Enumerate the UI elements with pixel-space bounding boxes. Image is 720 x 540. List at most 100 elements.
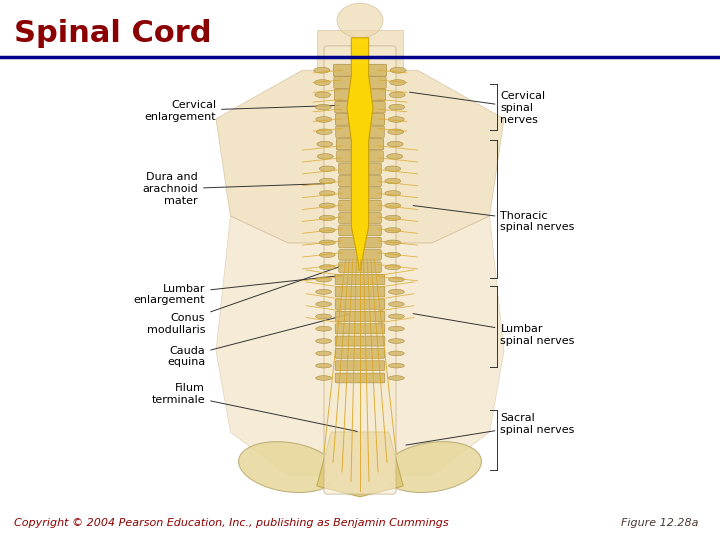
FancyBboxPatch shape bbox=[339, 188, 382, 199]
Text: Dura and
arachnoid
mater: Dura and arachnoid mater bbox=[143, 172, 325, 206]
Ellipse shape bbox=[320, 265, 336, 269]
FancyBboxPatch shape bbox=[334, 89, 386, 100]
Ellipse shape bbox=[389, 314, 405, 319]
FancyBboxPatch shape bbox=[336, 299, 384, 309]
FancyBboxPatch shape bbox=[336, 361, 384, 370]
Ellipse shape bbox=[384, 166, 401, 171]
Ellipse shape bbox=[384, 252, 401, 258]
Text: Spinal Cord: Spinal Cord bbox=[14, 19, 212, 48]
FancyBboxPatch shape bbox=[339, 237, 382, 248]
Text: Filum
terminale: Filum terminale bbox=[152, 383, 357, 431]
Ellipse shape bbox=[315, 289, 331, 294]
FancyBboxPatch shape bbox=[339, 249, 382, 260]
Polygon shape bbox=[216, 216, 504, 475]
FancyBboxPatch shape bbox=[337, 151, 383, 162]
FancyBboxPatch shape bbox=[336, 373, 384, 383]
Ellipse shape bbox=[320, 166, 336, 171]
FancyBboxPatch shape bbox=[336, 274, 384, 285]
Ellipse shape bbox=[315, 326, 331, 331]
FancyBboxPatch shape bbox=[334, 77, 386, 89]
Ellipse shape bbox=[317, 141, 333, 147]
Ellipse shape bbox=[238, 442, 338, 492]
Text: Sacral
spinal nerves: Sacral spinal nerves bbox=[406, 413, 575, 445]
Ellipse shape bbox=[389, 376, 405, 380]
Ellipse shape bbox=[316, 117, 332, 122]
Ellipse shape bbox=[320, 178, 336, 184]
Ellipse shape bbox=[315, 339, 331, 343]
FancyBboxPatch shape bbox=[335, 102, 385, 113]
Ellipse shape bbox=[390, 79, 405, 85]
Ellipse shape bbox=[314, 68, 330, 73]
FancyBboxPatch shape bbox=[339, 262, 382, 273]
FancyBboxPatch shape bbox=[339, 213, 382, 224]
FancyBboxPatch shape bbox=[324, 46, 396, 494]
Ellipse shape bbox=[384, 191, 401, 196]
Polygon shape bbox=[216, 70, 504, 243]
Ellipse shape bbox=[389, 351, 405, 356]
Polygon shape bbox=[347, 38, 373, 270]
Ellipse shape bbox=[384, 178, 401, 184]
Ellipse shape bbox=[387, 154, 402, 159]
Ellipse shape bbox=[315, 79, 330, 85]
Ellipse shape bbox=[387, 141, 403, 147]
Circle shape bbox=[337, 3, 383, 38]
Ellipse shape bbox=[315, 302, 331, 307]
FancyBboxPatch shape bbox=[339, 176, 382, 186]
Text: Figure 12.28a: Figure 12.28a bbox=[621, 518, 698, 528]
Ellipse shape bbox=[384, 215, 401, 220]
Ellipse shape bbox=[320, 228, 336, 233]
Ellipse shape bbox=[320, 252, 336, 258]
FancyBboxPatch shape bbox=[336, 138, 384, 150]
Text: Cauda
equina: Cauda equina bbox=[167, 314, 350, 367]
Ellipse shape bbox=[318, 154, 333, 159]
FancyBboxPatch shape bbox=[333, 64, 387, 76]
FancyBboxPatch shape bbox=[336, 114, 384, 125]
Ellipse shape bbox=[382, 442, 482, 492]
Ellipse shape bbox=[389, 326, 405, 331]
Ellipse shape bbox=[389, 289, 405, 294]
Ellipse shape bbox=[315, 104, 331, 110]
Ellipse shape bbox=[384, 203, 401, 208]
FancyBboxPatch shape bbox=[336, 312, 384, 321]
Ellipse shape bbox=[316, 129, 332, 134]
FancyBboxPatch shape bbox=[336, 348, 384, 359]
FancyBboxPatch shape bbox=[339, 163, 382, 174]
Ellipse shape bbox=[389, 302, 405, 307]
Polygon shape bbox=[317, 432, 403, 497]
Polygon shape bbox=[317, 30, 403, 70]
Ellipse shape bbox=[315, 363, 331, 368]
Ellipse shape bbox=[389, 363, 405, 368]
Text: Thoracic
spinal nerves: Thoracic spinal nerves bbox=[413, 206, 575, 232]
FancyBboxPatch shape bbox=[336, 336, 384, 346]
Ellipse shape bbox=[389, 277, 405, 282]
FancyBboxPatch shape bbox=[336, 323, 384, 334]
Ellipse shape bbox=[389, 339, 405, 343]
Text: Lumbar
enlargement: Lumbar enlargement bbox=[134, 276, 339, 305]
Ellipse shape bbox=[320, 191, 336, 196]
FancyBboxPatch shape bbox=[339, 200, 382, 211]
Ellipse shape bbox=[384, 240, 401, 245]
Ellipse shape bbox=[384, 228, 401, 233]
Ellipse shape bbox=[315, 277, 331, 282]
Ellipse shape bbox=[315, 314, 331, 319]
Text: Conus
modullaris: Conus modullaris bbox=[147, 266, 343, 335]
Ellipse shape bbox=[390, 68, 406, 73]
Ellipse shape bbox=[389, 104, 405, 110]
Ellipse shape bbox=[315, 376, 331, 380]
Ellipse shape bbox=[315, 92, 330, 98]
Ellipse shape bbox=[320, 203, 336, 208]
FancyBboxPatch shape bbox=[339, 225, 382, 235]
Ellipse shape bbox=[388, 129, 404, 134]
Ellipse shape bbox=[315, 351, 331, 356]
Text: Lumbar
spinal nerves: Lumbar spinal nerves bbox=[413, 314, 575, 346]
FancyBboxPatch shape bbox=[336, 287, 384, 297]
Ellipse shape bbox=[320, 240, 336, 245]
Text: Copyright © 2004 Pearson Education, Inc., publishing as Benjamin Cummings: Copyright © 2004 Pearson Education, Inc.… bbox=[14, 518, 449, 528]
Ellipse shape bbox=[388, 117, 404, 122]
Ellipse shape bbox=[384, 265, 401, 269]
FancyBboxPatch shape bbox=[336, 126, 384, 138]
Text: Cervical
enlargement: Cervical enlargement bbox=[145, 100, 339, 122]
Text: Cervical
spinal
nerves: Cervical spinal nerves bbox=[410, 91, 546, 125]
Ellipse shape bbox=[320, 215, 336, 220]
Ellipse shape bbox=[390, 92, 405, 98]
